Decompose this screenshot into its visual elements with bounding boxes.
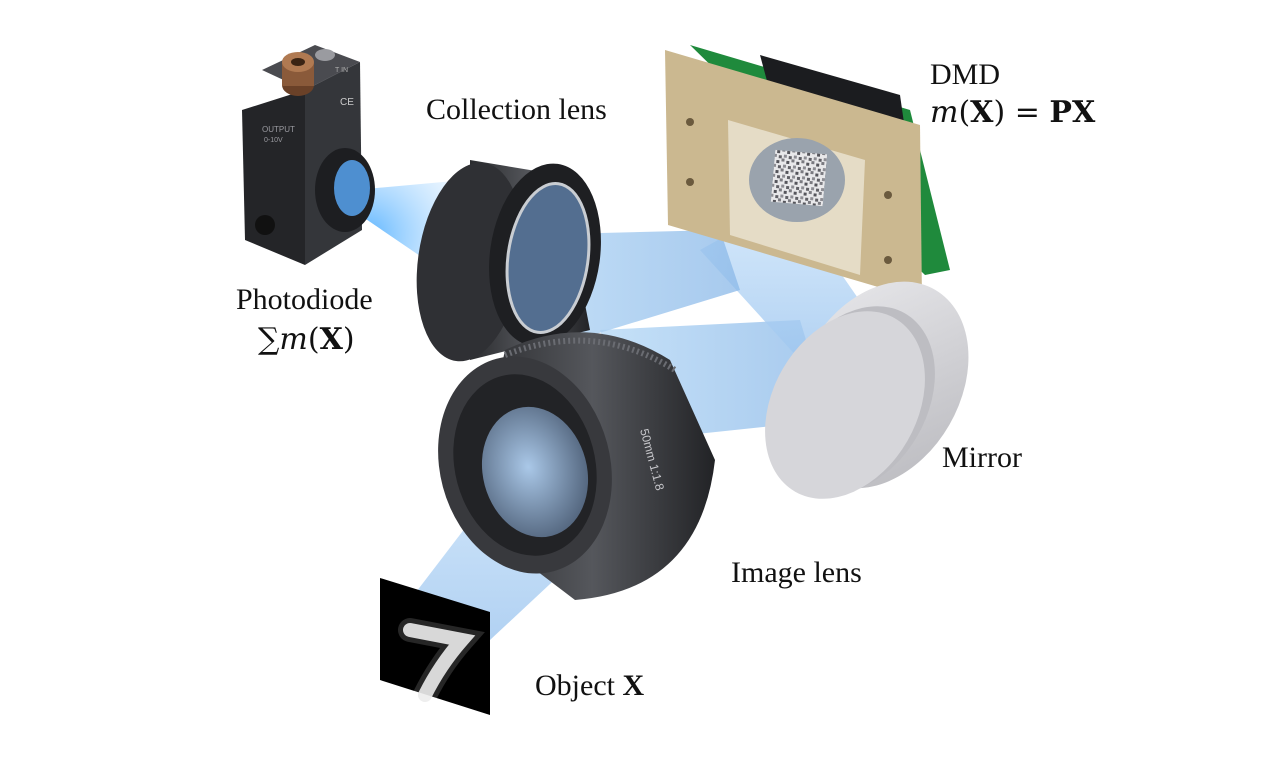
object-digit-icon [380, 578, 490, 715]
dmd-eq-m: m [930, 95, 959, 130]
pd-eq-m: m [279, 322, 308, 357]
photodiode-sensor-icon: OUTPUT 0-10V T IN CE [242, 45, 375, 265]
dmd-label: DMD [930, 58, 1001, 91]
sensor-output-text: OUTPUT [262, 125, 295, 134]
dmd-eq-rp: ) [993, 95, 1006, 130]
sensor-range-text: 0-10V [264, 137, 283, 144]
object-label-var: X [622, 669, 645, 702]
object-label: Object X [535, 668, 644, 704]
collection-lens-icon [416, 160, 601, 362]
mirror-label: Mirror [942, 441, 1022, 474]
dmd-eq-lp: ( [958, 95, 971, 130]
pd-eq-lp: ( [307, 322, 320, 357]
dmd-equation: m(X) = PX [930, 95, 1095, 131]
pd-eq-rp: ) [342, 322, 355, 357]
object-label-text: Object [535, 669, 615, 702]
image-lens-label: Image lens [731, 556, 862, 589]
dmd-eq-x: X [970, 95, 994, 130]
collection-lens-label: Collection lens [426, 93, 607, 126]
mirror-icon [765, 281, 969, 499]
sensor-ce-text: CE [340, 97, 354, 108]
photodiode-label: Photodiode [236, 283, 373, 316]
dmd-eq-px: PX [1049, 95, 1096, 130]
pd-eq-x: X [319, 322, 343, 357]
dmd-icon [665, 45, 950, 300]
photodiode-equation: ∑m(X) [258, 322, 355, 358]
dmd-eq-eq: = [1005, 95, 1050, 130]
pd-eq-sum: ∑ [258, 322, 280, 357]
sensor-tin-text: T IN [335, 67, 348, 74]
image-lens-icon: 50mm 1:1.8 [438, 332, 715, 600]
